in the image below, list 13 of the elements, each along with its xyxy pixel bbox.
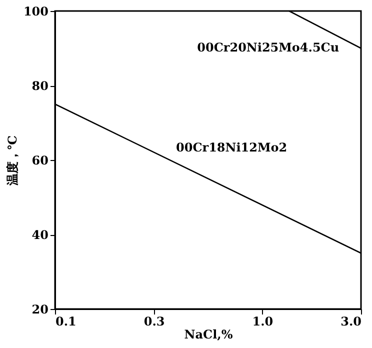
y-tick-label: 60 [32,154,48,168]
y-tick-label: 40 [32,228,48,242]
y-tick-label: 100 [23,4,48,18]
series-label: 00Cr20Ni25Mo4.5Cu [197,40,340,55]
y-tick-label: 80 [32,79,48,93]
x-tick-label: 0.1 [56,314,76,328]
y-tick-label: 20 [32,302,48,316]
y-axis-title: 温度，℃ [5,135,20,187]
x-tick-label: 1.0 [252,314,274,328]
x-tick-label: 0.3 [144,314,165,328]
series-label: 00Cr18Ni12Mo2 [176,140,288,155]
x-axis-title: NaCl,% [184,328,234,342]
x-tick-label: 3.0 [340,314,362,328]
